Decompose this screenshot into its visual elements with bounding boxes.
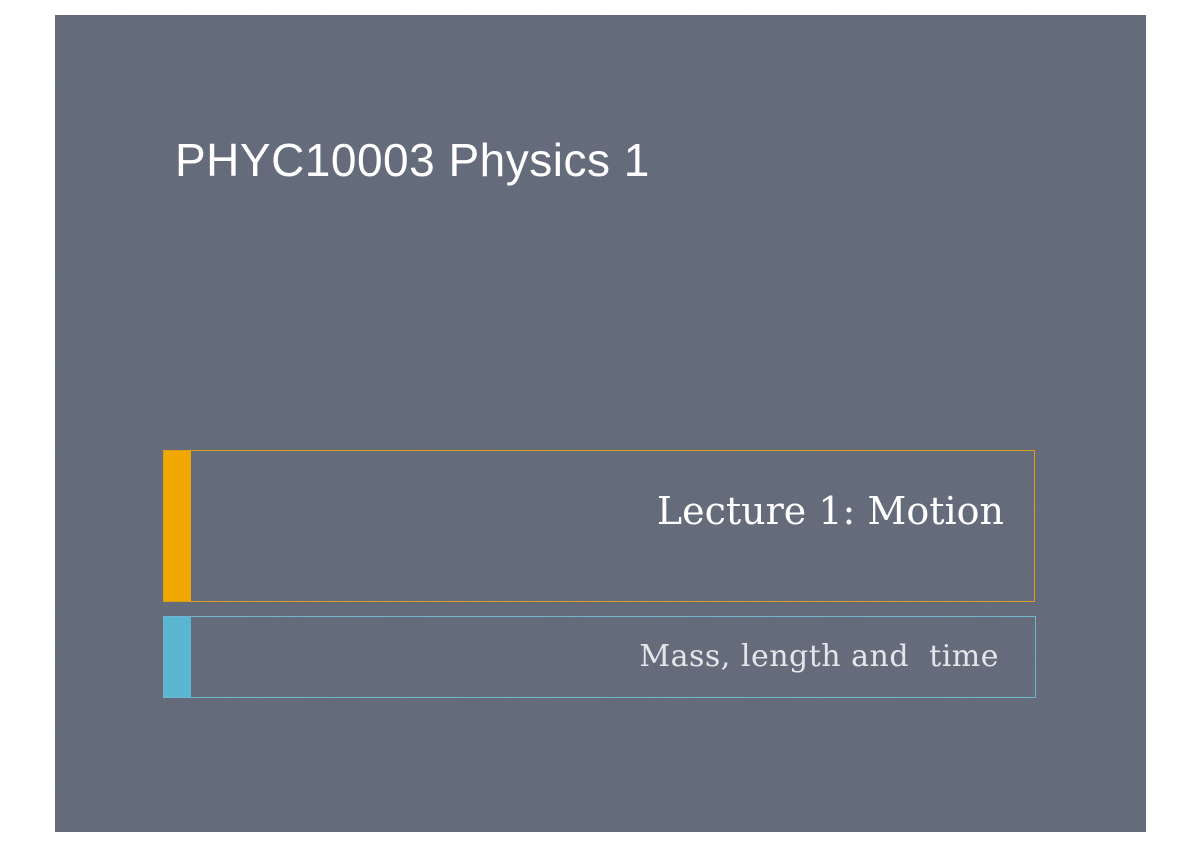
subtitle-box: Mass, length and time bbox=[163, 616, 1036, 698]
slide-title: PHYC10003 Physics 1 bbox=[175, 134, 650, 186]
subtitle: Mass, length and time bbox=[639, 639, 999, 674]
lecture-title-box: Lecture 1: Motion bbox=[163, 450, 1035, 602]
lecture-title-accent-bar bbox=[164, 451, 191, 601]
subtitle-accent-bar bbox=[164, 617, 191, 697]
slide: PHYC10003 Physics 1 Lecture 1: Motion Ma… bbox=[55, 15, 1146, 832]
lecture-title: Lecture 1: Motion bbox=[656, 489, 1004, 533]
